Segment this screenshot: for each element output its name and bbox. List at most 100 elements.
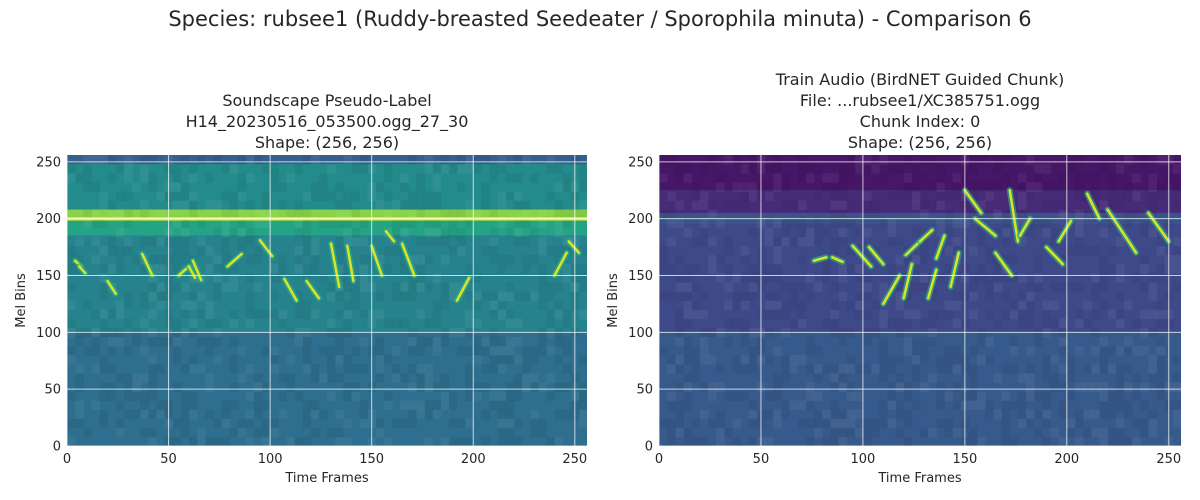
spectrogram-texture <box>675 173 684 183</box>
spectrogram-texture <box>1083 191 1092 201</box>
spectrogram-texture <box>335 218 344 229</box>
spectrogram-texture <box>838 291 848 301</box>
spectrogram-texture <box>1042 400 1051 411</box>
spectrogram-texture <box>180 418 190 429</box>
spectrogram-texture <box>253 309 263 320</box>
spectrogram-texture <box>773 309 782 320</box>
spectrogram-texture <box>188 318 198 329</box>
spectrogram-texture <box>944 264 954 274</box>
spectrogram-texture <box>838 164 848 174</box>
spectrogram-texture <box>1001 227 1011 238</box>
spectrogram-texture <box>936 227 945 238</box>
spectrogram-texture <box>1083 318 1092 329</box>
spectrogram-texture <box>465 382 474 392</box>
call-stroke <box>882 274 901 306</box>
spectrogram-texture <box>140 400 149 411</box>
spectrogram-texture <box>716 409 725 420</box>
call-halo <box>368 242 385 279</box>
spectrogram-texture <box>392 373 401 383</box>
spectrogram-texture <box>1123 182 1133 192</box>
spectrogram-texture <box>911 200 921 211</box>
spectrogram-texture <box>481 345 490 356</box>
spectrogram-texture <box>1042 391 1051 402</box>
spectrogram-texture <box>1034 327 1043 338</box>
spectrogram-texture <box>895 191 905 201</box>
spectrogram-texture <box>667 155 676 165</box>
spectrogram-texture <box>732 391 742 402</box>
spectrogram-texture <box>570 191 580 201</box>
spectrogram-texture <box>895 427 905 438</box>
spectrogram-texture <box>286 327 295 338</box>
spectrogram-texture <box>683 264 693 274</box>
spectrogram-texture <box>977 182 986 192</box>
spectrogram-texture <box>740 182 750 192</box>
spectrogram-texture <box>392 227 401 238</box>
spectrogram-texture <box>489 209 499 220</box>
spectrogram-texture <box>99 309 109 320</box>
spectrogram-texture <box>205 318 214 329</box>
spectrogram-texture <box>440 436 450 446</box>
spectrogram-texture <box>562 209 572 220</box>
spectrogram-texture <box>805 364 815 374</box>
spectrogram-texture <box>327 291 336 301</box>
spectrogram-texture <box>846 427 856 438</box>
spectrogram-texture <box>343 300 352 311</box>
spectrogram-texture <box>1148 282 1158 292</box>
spectrogram-texture <box>180 255 190 265</box>
spectrogram-texture <box>862 200 872 211</box>
spectrogram-texture <box>1156 273 1166 283</box>
spectrogram-texture <box>960 155 970 165</box>
spectrogram-texture <box>797 227 807 238</box>
spectrogram-texture <box>505 345 515 356</box>
spectrogram-texture <box>180 409 190 420</box>
spectrogram-texture <box>107 391 117 402</box>
spectrogram-texture <box>846 382 856 392</box>
spectrogram-texture <box>424 155 434 165</box>
spectrogram-texture <box>213 318 222 329</box>
spectrogram-texture <box>1172 236 1181 247</box>
spectrogram-texture <box>716 427 725 438</box>
spectrogram-texture <box>359 409 369 420</box>
spectrogram-texture <box>67 391 76 402</box>
spectrogram-texture <box>985 209 994 220</box>
spectrogram-texture <box>229 336 239 347</box>
spectrogram-texture <box>294 436 304 446</box>
spectrogram-texture <box>123 218 133 229</box>
spectrogram-texture <box>903 291 913 301</box>
spectrogram-texture <box>1164 400 1174 411</box>
spectrogram-texture <box>1099 427 1109 438</box>
spectrogram-texture <box>172 255 182 265</box>
spectrogram-texture <box>197 336 206 347</box>
y-tick-label: 0 <box>53 440 61 455</box>
y-tick-label: 150 <box>36 269 61 284</box>
spectrogram-texture <box>1050 227 1060 238</box>
spectrogram-texture <box>936 173 945 183</box>
spectrogram-texture <box>781 355 790 365</box>
spectrogram-texture <box>903 382 913 392</box>
spectrogram-texture <box>132 336 141 347</box>
call-stroke <box>926 268 938 300</box>
spectrogram-texture <box>75 373 84 383</box>
spectrogram-texture <box>968 182 978 192</box>
spectrogram-texture <box>294 327 304 338</box>
call-halo <box>1043 244 1066 268</box>
spectrogram-texture <box>245 200 255 211</box>
spectrogram-texture <box>505 173 515 183</box>
spectrogram-texture <box>683 164 693 174</box>
spectrogram-texture <box>985 255 994 265</box>
spectrogram-texture <box>302 355 312 365</box>
spectrogram-texture <box>879 218 888 229</box>
spectrogram-texture <box>805 418 815 429</box>
spectrogram-texture <box>237 191 247 201</box>
spectrogram-texture <box>286 436 295 446</box>
spectrogram-texture <box>302 327 312 338</box>
spectrogram-texture <box>448 282 458 292</box>
spectrogram-texture <box>83 164 92 174</box>
spectrogram-texture <box>270 355 279 365</box>
spectrogram-texture <box>1066 218 1076 229</box>
spectrogram-texture <box>1123 364 1133 374</box>
call-halo <box>972 215 999 239</box>
spectrogram-texture <box>440 227 450 238</box>
spectrogram-texture <box>132 327 141 338</box>
spectrogram-texture <box>773 155 782 165</box>
